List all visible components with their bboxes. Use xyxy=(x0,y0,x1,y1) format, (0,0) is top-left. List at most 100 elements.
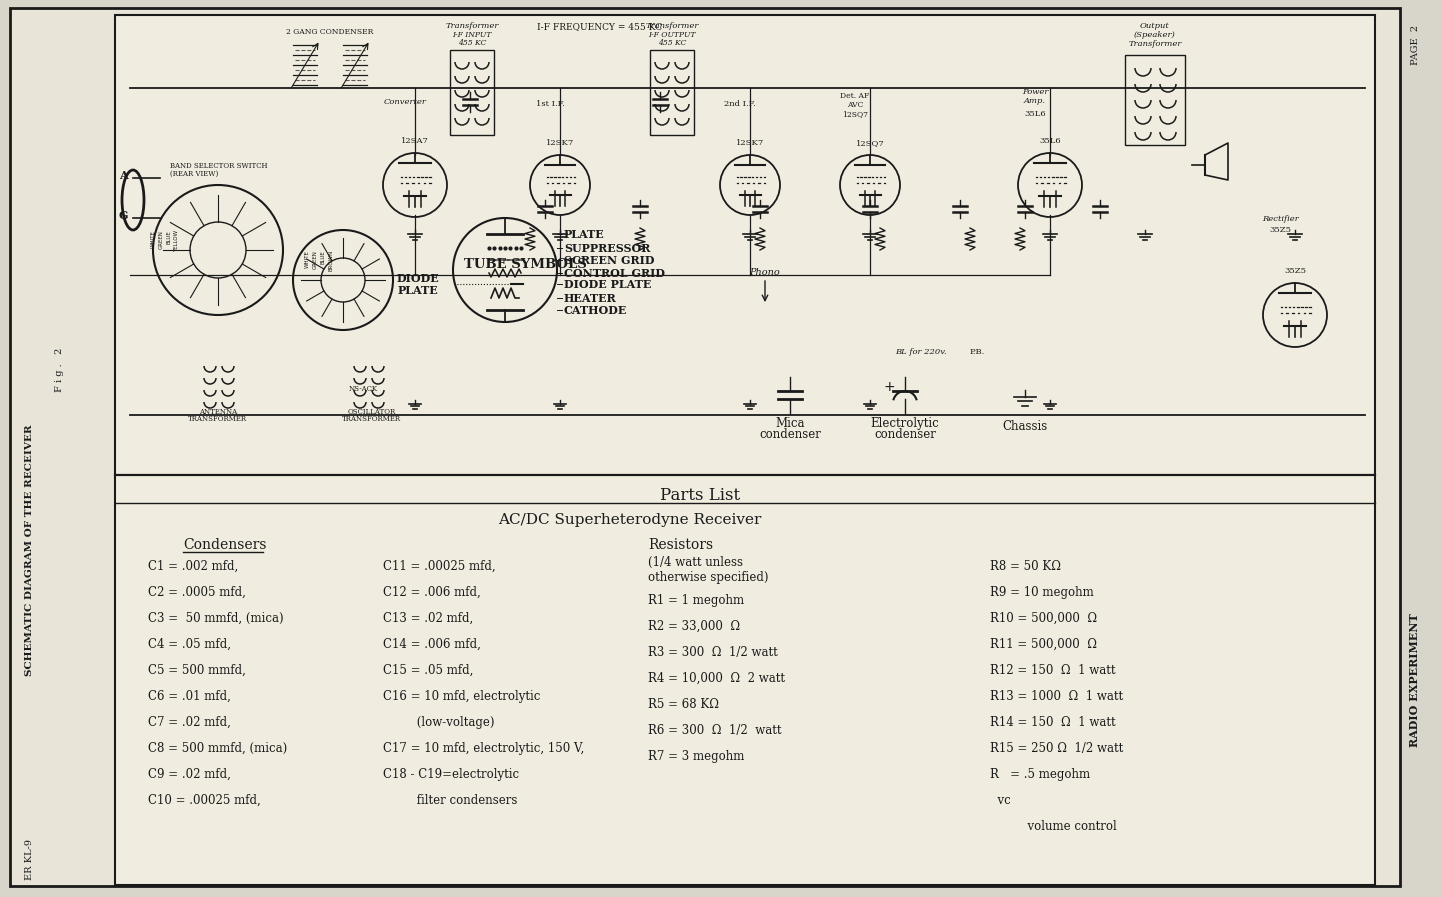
Text: R9 = 10 megohm: R9 = 10 megohm xyxy=(991,586,1093,599)
Text: C8 = 500 mmfd, (mica): C8 = 500 mmfd, (mica) xyxy=(149,742,287,755)
Text: HEATER: HEATER xyxy=(564,292,617,303)
Text: volume control: volume control xyxy=(991,820,1116,833)
Text: R12 = 150  Ω  1 watt: R12 = 150 Ω 1 watt xyxy=(991,664,1116,677)
Bar xyxy=(650,50,694,135)
Text: 455 KC: 455 KC xyxy=(658,39,686,47)
Text: ANTENNA: ANTENNA xyxy=(199,408,236,416)
Text: Amp.: Amp. xyxy=(1024,97,1045,105)
Text: AVC: AVC xyxy=(846,101,864,109)
Text: BROWN: BROWN xyxy=(329,250,333,271)
Bar xyxy=(115,15,1376,475)
Text: Transformer: Transformer xyxy=(646,22,699,30)
Text: (low-voltage): (low-voltage) xyxy=(384,716,495,729)
Text: TRANSFORMER: TRANSFORMER xyxy=(189,415,248,423)
Text: SUPPRESSOR: SUPPRESSOR xyxy=(564,242,650,254)
Text: GREEN: GREEN xyxy=(159,230,163,248)
Text: Converter: Converter xyxy=(384,98,427,106)
Text: NS-ACK: NS-ACK xyxy=(349,385,378,393)
Text: BAND SELECTOR SWITCH: BAND SELECTOR SWITCH xyxy=(170,162,268,170)
Text: (REAR VIEW): (REAR VIEW) xyxy=(170,170,218,178)
Text: R8 = 50 KΩ: R8 = 50 KΩ xyxy=(991,560,1061,573)
Text: SCREEN GRID: SCREEN GRID xyxy=(564,255,655,266)
Text: Rectifier: Rectifier xyxy=(1262,215,1298,223)
Text: Parts List: Parts List xyxy=(660,487,740,504)
Text: C16 = 10 mfd, electrolytic: C16 = 10 mfd, electrolytic xyxy=(384,690,541,703)
Text: C2 = .0005 mfd,: C2 = .0005 mfd, xyxy=(149,586,247,599)
Text: 2 GANG CONDENSER: 2 GANG CONDENSER xyxy=(287,28,373,36)
Text: CATHODE: CATHODE xyxy=(564,304,627,316)
Text: C5 = 500 mmfd,: C5 = 500 mmfd, xyxy=(149,664,247,677)
Text: C12 = .006 mfd,: C12 = .006 mfd, xyxy=(384,586,480,599)
Text: 12SQ7: 12SQ7 xyxy=(855,139,884,147)
Text: P.B.: P.B. xyxy=(970,348,985,356)
Text: C17 = 10 mfd, electrolytic, 150 V,: C17 = 10 mfd, electrolytic, 150 V, xyxy=(384,742,584,755)
Text: C11 = .00025 mfd,: C11 = .00025 mfd, xyxy=(384,560,496,573)
Text: R2 = 33,000  Ω: R2 = 33,000 Ω xyxy=(647,620,740,633)
Text: +: + xyxy=(883,380,895,394)
Bar xyxy=(450,50,495,135)
Text: F i g .   2: F i g . 2 xyxy=(55,348,65,392)
Text: R   = .5 megohm: R = .5 megohm xyxy=(991,768,1090,781)
Text: OSCILLATOR: OSCILLATOR xyxy=(348,408,397,416)
Text: C13 = .02 mfd,: C13 = .02 mfd, xyxy=(384,612,473,625)
Text: C1 = .002 mfd,: C1 = .002 mfd, xyxy=(149,560,238,573)
Bar xyxy=(1125,55,1185,145)
Text: C7 = .02 mfd,: C7 = .02 mfd, xyxy=(149,716,231,729)
Text: I-F FREQUENCY = 455 KC: I-F FREQUENCY = 455 KC xyxy=(538,22,662,31)
Text: 35L6: 35L6 xyxy=(1024,110,1045,118)
Text: Electrolytic: Electrolytic xyxy=(871,417,939,430)
Text: 35Z5: 35Z5 xyxy=(1283,267,1306,275)
Text: C9 = .02 mfd,: C9 = .02 mfd, xyxy=(149,768,231,781)
Text: WHITE: WHITE xyxy=(150,230,156,248)
Text: BLUE: BLUE xyxy=(166,230,172,244)
Text: DIODE: DIODE xyxy=(397,273,440,283)
Text: C14 = .006 mfd,: C14 = .006 mfd, xyxy=(384,638,480,651)
Text: Mica: Mica xyxy=(776,417,805,430)
Text: 12SQ7: 12SQ7 xyxy=(842,110,868,118)
Text: 12SK7: 12SK7 xyxy=(735,139,764,147)
Text: PAGE  2: PAGE 2 xyxy=(1410,25,1419,65)
Text: ER KL-9: ER KL-9 xyxy=(26,840,35,881)
Bar xyxy=(115,475,1376,885)
Text: condenser: condenser xyxy=(874,428,936,441)
Text: C10 = .00025 mfd,: C10 = .00025 mfd, xyxy=(149,794,261,807)
Text: otherwise specified): otherwise specified) xyxy=(647,571,769,584)
Text: TUBE SYMBOLS: TUBE SYMBOLS xyxy=(464,258,587,271)
Text: C15 = .05 mfd,: C15 = .05 mfd, xyxy=(384,664,473,677)
Text: Phono: Phono xyxy=(750,268,780,277)
Text: C3 =  50 mmfd, (mica): C3 = 50 mmfd, (mica) xyxy=(149,612,284,625)
Text: (Speaker): (Speaker) xyxy=(1133,31,1175,39)
Text: R4 = 10,000  Ω  2 watt: R4 = 10,000 Ω 2 watt xyxy=(647,672,784,685)
Text: R13 = 1000  Ω  1 watt: R13 = 1000 Ω 1 watt xyxy=(991,690,1123,703)
Text: DIODE PLATE: DIODE PLATE xyxy=(564,278,652,290)
Text: I-F OUTPUT: I-F OUTPUT xyxy=(649,31,695,39)
Text: R7 = 3 megohm: R7 = 3 megohm xyxy=(647,750,744,763)
Text: G: G xyxy=(118,210,128,221)
Text: Resistors: Resistors xyxy=(647,538,714,552)
Text: (1/4 watt unless: (1/4 watt unless xyxy=(647,556,743,569)
Text: R15 = 250 Ω  1/2 watt: R15 = 250 Ω 1/2 watt xyxy=(991,742,1123,755)
Text: 12SA7: 12SA7 xyxy=(401,137,428,145)
Text: Output: Output xyxy=(1141,22,1169,30)
Text: TRANSFORMER: TRANSFORMER xyxy=(342,415,401,423)
Text: C4 = .05 mfd,: C4 = .05 mfd, xyxy=(149,638,231,651)
Text: RADIO EXPERIMENT: RADIO EXPERIMENT xyxy=(1409,614,1420,747)
Text: Transformer: Transformer xyxy=(446,22,499,30)
Text: 2nd I.F.: 2nd I.F. xyxy=(724,100,756,108)
Text: R3 = 300  Ω  1/2 watt: R3 = 300 Ω 1/2 watt xyxy=(647,646,777,659)
Text: R14 = 150  Ω  1 watt: R14 = 150 Ω 1 watt xyxy=(991,716,1116,729)
Text: WHITE: WHITE xyxy=(304,250,310,268)
Text: 455 KC: 455 KC xyxy=(457,39,486,47)
Text: C6 = .01 mfd,: C6 = .01 mfd, xyxy=(149,690,231,703)
Text: filter condensers: filter condensers xyxy=(384,794,518,807)
Text: I-F INPUT: I-F INPUT xyxy=(453,31,492,39)
Text: R11 = 500,000  Ω: R11 = 500,000 Ω xyxy=(991,638,1097,651)
Text: 35L6: 35L6 xyxy=(1040,137,1061,145)
Text: R10 = 500,000  Ω: R10 = 500,000 Ω xyxy=(991,612,1097,625)
Text: 1st I.F.: 1st I.F. xyxy=(535,100,564,108)
Text: C18 - C19=electrolytic: C18 - C19=electrolytic xyxy=(384,768,519,781)
Text: Det. AF: Det. AF xyxy=(841,92,870,100)
Text: Condensers: Condensers xyxy=(183,538,267,552)
Text: R5 = 68 KΩ: R5 = 68 KΩ xyxy=(647,698,720,711)
Text: 12SK7: 12SK7 xyxy=(547,139,574,147)
